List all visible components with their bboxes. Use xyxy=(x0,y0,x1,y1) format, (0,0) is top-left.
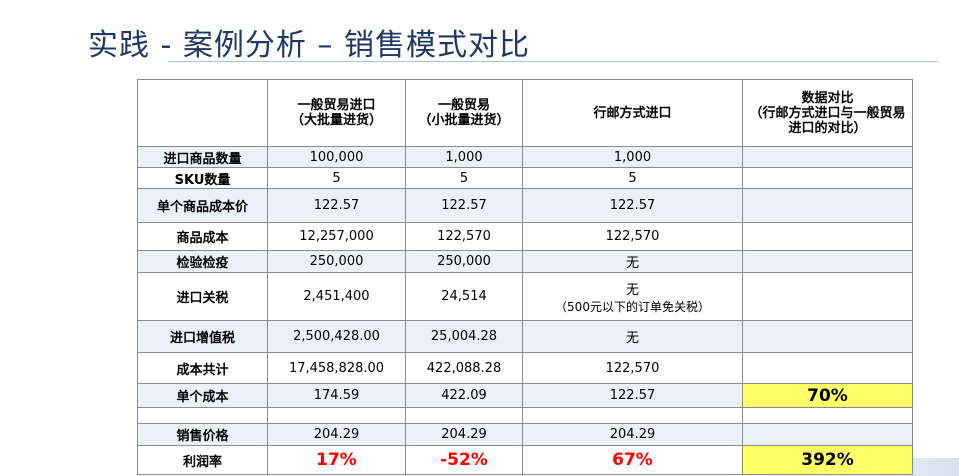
header-corner xyxy=(137,79,268,147)
header-cell: 数据对比 （行邮方式进口与一般贸易进口的对比） xyxy=(742,79,913,147)
table-cell: 122.57 xyxy=(522,188,743,223)
table-cell: 204.29 xyxy=(405,423,523,446)
table-cell: 204.29 xyxy=(522,423,743,446)
cost-comparison-value: 70% xyxy=(742,383,913,408)
table-cell: 122,570 xyxy=(405,222,523,251)
table-cell xyxy=(742,222,913,251)
table-row: 进口增值税 2,500,428.00 25,004.28 无 xyxy=(137,320,913,353)
slide-title: 实践 - 案例分析 – 销售模式对比 xyxy=(88,28,530,63)
table-cell: 2,500,428.00 xyxy=(267,320,406,353)
table-cell xyxy=(742,167,913,189)
row-label: 进口关税 xyxy=(137,272,268,321)
table-cell: 422.09 xyxy=(405,383,523,408)
table-cell: 1,000 xyxy=(405,146,523,168)
profit-rate-value: 67% xyxy=(522,445,743,475)
table-cell xyxy=(742,320,913,353)
row-label: 利润率 xyxy=(137,445,268,475)
profit-comparison-value: 392% xyxy=(742,445,913,475)
table-row: 成本共计 17,458,828.00 422,088.28 122,570 xyxy=(137,352,913,384)
table-cell: 250,000 xyxy=(267,250,406,273)
table-cell: 122,570 xyxy=(522,222,743,251)
table-cell: 174.59 xyxy=(267,383,406,408)
table-cell xyxy=(742,352,913,384)
table-cell xyxy=(522,407,743,424)
table-cell: 5 xyxy=(405,167,523,189)
table-cell xyxy=(742,188,913,223)
table-cell: 2,451,400 xyxy=(267,272,406,321)
row-label: 进口增值税 xyxy=(137,320,268,353)
table-row: 销售价格 204.29 204.29 204.29 xyxy=(137,423,913,446)
table-row: 利润率 17% -52% 67% 392% xyxy=(137,445,913,475)
table-cell xyxy=(405,407,523,424)
row-label xyxy=(137,407,268,424)
table-cell: 5 xyxy=(522,167,743,189)
table-row: 检验检疫 250,000 250,000 无 xyxy=(137,250,913,273)
table-cell: 250,000 xyxy=(405,250,523,273)
table-row xyxy=(137,407,913,424)
table-cell: 5 xyxy=(267,167,406,189)
table-cell: 25,004.28 xyxy=(405,320,523,353)
row-label: 进口商品数量 xyxy=(137,146,268,168)
table-cell: 12,257,000 xyxy=(267,222,406,251)
table-row: 单个成本 174.59 422.09 122.57 70% xyxy=(137,383,913,408)
table-cell: 无 xyxy=(522,320,743,353)
table-cell xyxy=(742,272,913,321)
header-cell: 一般贸易进口 （大批量进货） xyxy=(267,79,406,147)
table-cell: 204.29 xyxy=(267,423,406,446)
header-row: 一般贸易进口 （大批量进货） 一般贸易 （小批量进货） 行邮方式进口 数据对比 （行邮… xyxy=(137,79,913,147)
profit-rate-value: -52% xyxy=(405,445,523,475)
comparison-table: 一般贸易进口 （大批量进货） 一般贸易 （小批量进货） 行邮方式进口 数据对比 （行邮… xyxy=(137,79,913,475)
table-row: 单个商品成本价 122.57 122.57 122.57 xyxy=(137,188,913,223)
row-label: 单个成本 xyxy=(137,383,268,408)
row-label: 销售价格 xyxy=(137,423,268,446)
table-cell: 1,000 xyxy=(522,146,743,168)
header-cell: 一般贸易 （小批量进货） xyxy=(405,79,523,147)
table-cell: 122.57 xyxy=(522,383,743,408)
table-cell: 无（500元以下的订单免关税） xyxy=(522,272,743,321)
row-label: 检验检疫 xyxy=(137,250,268,273)
table-cell xyxy=(742,423,913,446)
row-label: SKU数量 xyxy=(137,167,268,189)
table-cell xyxy=(742,250,913,273)
table-cell: 17,458,828.00 xyxy=(267,352,406,384)
tariff-exemption-note: （500元以下的订单免关税） xyxy=(555,299,710,314)
table-cell: 100,000 xyxy=(267,146,406,168)
header-cell: 行邮方式进口 xyxy=(522,79,743,147)
table-cell: 422,088.28 xyxy=(405,352,523,384)
table-row: 进口关税 2,451,400 24,514 无（500元以下的订单免关税） xyxy=(137,272,913,321)
table-cell xyxy=(267,407,406,424)
table-row: 商品成本 12,257,000 122,570 122,570 xyxy=(137,222,913,251)
table-cell: 24,514 xyxy=(405,272,523,321)
table-cell: 122,570 xyxy=(522,352,743,384)
title-underline xyxy=(168,61,938,62)
table-cell: 122.57 xyxy=(267,188,406,223)
profit-rate-value: 17% xyxy=(267,445,406,475)
table-cell xyxy=(742,146,913,168)
row-label: 成本共计 xyxy=(137,352,268,384)
table-cell: 122.57 xyxy=(405,188,523,223)
table-cell: 无 xyxy=(522,250,743,273)
row-label: 单个商品成本价 xyxy=(137,188,268,223)
row-label: 商品成本 xyxy=(137,222,268,251)
table-cell xyxy=(742,407,913,424)
table-row: SKU数量 5 5 5 xyxy=(137,167,913,189)
table-row: 进口商品数量 100,000 1,000 1,000 xyxy=(137,146,913,168)
